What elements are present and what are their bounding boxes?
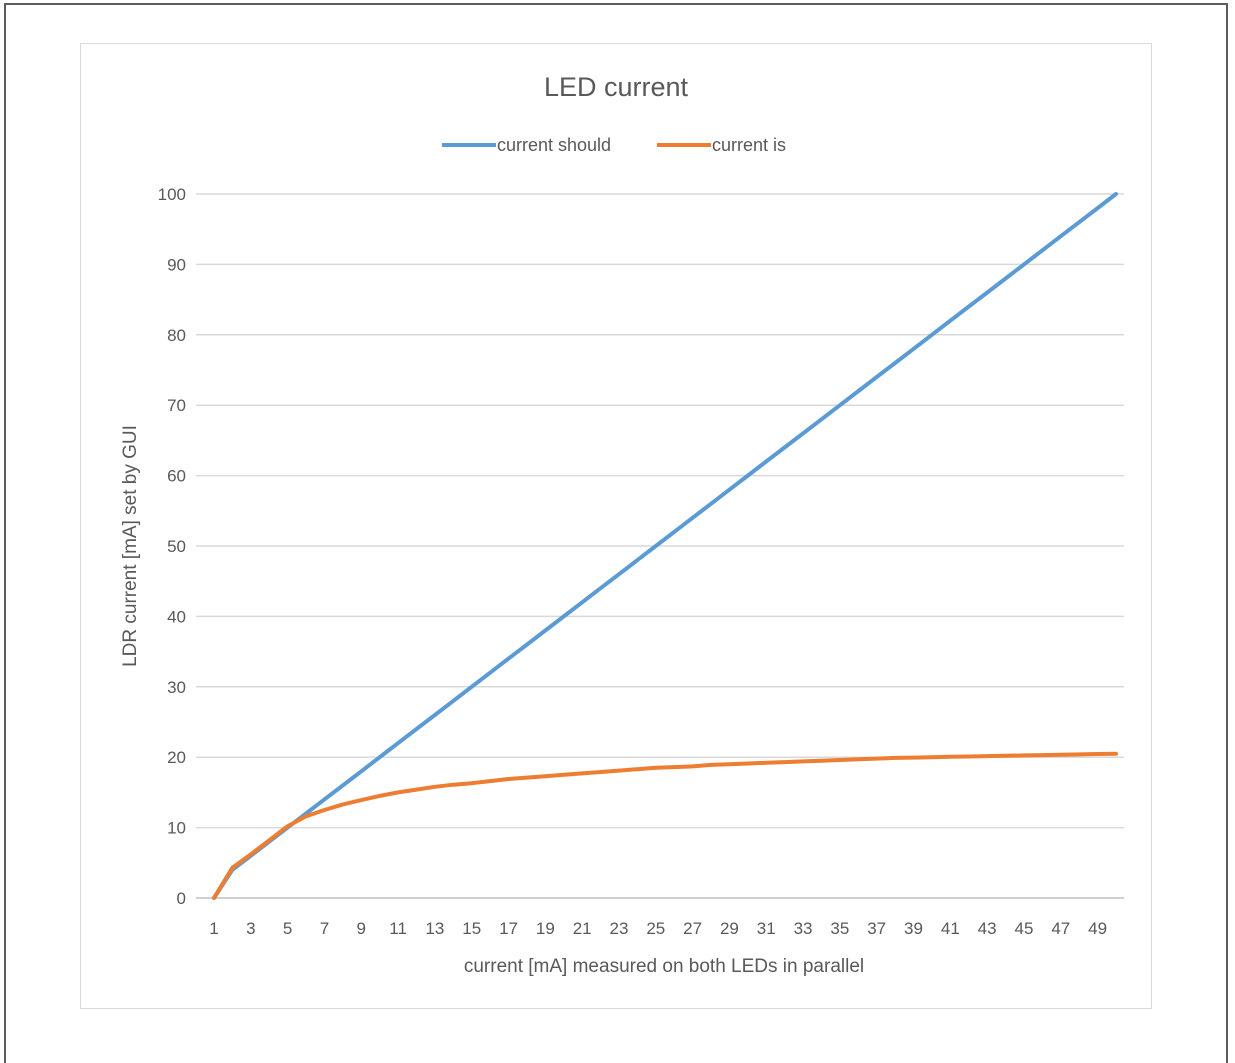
x-tick-label: 35 — [830, 919, 849, 938]
y-tick-label: 80 — [167, 326, 186, 345]
y-tick-label: 10 — [167, 819, 186, 838]
y-tick-label: 50 — [167, 537, 186, 556]
x-tick-label: 11 — [389, 919, 407, 938]
x-tick-label: 29 — [720, 919, 739, 938]
x-tick-label: 45 — [1014, 919, 1033, 938]
x-tick-label: 41 — [941, 919, 960, 938]
y-tick-label: 40 — [167, 607, 186, 626]
y-tick-label: 30 — [167, 678, 186, 697]
x-tick-label: 9 — [357, 919, 366, 938]
x-tick-label: 5 — [283, 919, 292, 938]
x-tick-label: 49 — [1088, 919, 1107, 938]
x-axis-title: current [mA] measured on both LEDs in pa… — [464, 956, 864, 977]
x-tick-label: 3 — [246, 919, 255, 938]
x-tick-label: 13 — [425, 919, 444, 938]
y-tick-label: 20 — [167, 748, 186, 767]
x-tick-label: 17 — [499, 919, 518, 938]
x-tick-label: 1 — [209, 919, 218, 938]
y-tick-label: 90 — [167, 255, 186, 274]
x-tick-label: 31 — [757, 919, 776, 938]
series-lines — [212, 192, 1118, 900]
x-tick-label: 47 — [1051, 919, 1070, 938]
x-tick-label: 27 — [683, 919, 702, 938]
legend-label-current-should: current should — [497, 135, 611, 155]
x-tick-label: 21 — [573, 919, 592, 938]
y-tick-label: 60 — [167, 467, 186, 486]
y-axis-ticks: 0 10 20 30 40 50 60 70 80 90 100 — [158, 185, 186, 908]
x-tick-label: 7 — [320, 919, 329, 938]
x-tick-label: 23 — [610, 919, 629, 938]
y-tick-label: 0 — [177, 889, 186, 908]
series-line-current-should — [212, 192, 1118, 900]
x-tick-label: 33 — [794, 919, 813, 938]
chart-title: LED current — [544, 72, 689, 102]
legend-label-current-is: current is — [712, 135, 786, 155]
x-tick-label: 19 — [536, 919, 555, 938]
x-tick-label: 25 — [646, 919, 665, 938]
gridlines — [196, 193, 1124, 899]
x-axis-ticks: 1 3 5 7 9 11 13 15 17 19 21 23 25 27 29 31 33 35 37 39 41 43 4… — [209, 919, 1107, 938]
series-line-current-is — [212, 751, 1118, 900]
y-axis-title: LDR current [mA] set by GUI — [120, 425, 141, 667]
legend: current should current is — [442, 135, 786, 155]
x-tick-label: 43 — [978, 919, 997, 938]
x-tick-label: 39 — [904, 919, 923, 938]
y-tick-label: 70 — [167, 396, 186, 415]
x-tick-label: 15 — [462, 919, 481, 938]
x-tick-label: 37 — [867, 919, 886, 938]
y-tick-label: 100 — [158, 185, 186, 204]
